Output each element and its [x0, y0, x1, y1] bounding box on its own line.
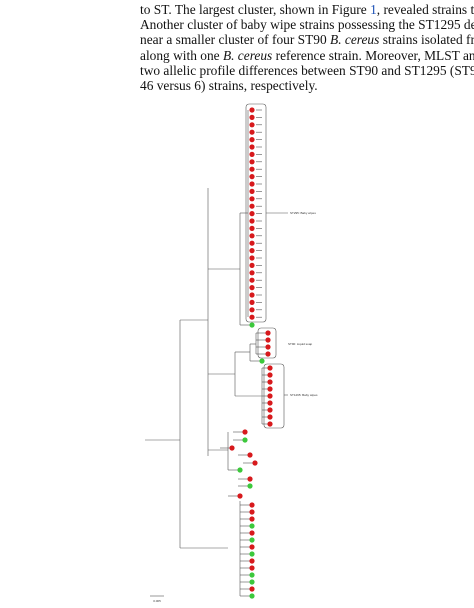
leaf-dot — [249, 299, 255, 305]
leaf-dot — [267, 414, 273, 420]
cluster-box — [245, 103, 267, 323]
leaf-dot — [237, 493, 243, 499]
leaf-dot — [249, 502, 255, 508]
leaf-dot — [249, 166, 255, 172]
leaf-dot — [249, 516, 255, 522]
leaf-dot — [249, 572, 255, 578]
leaf-dot — [249, 292, 255, 298]
leaf-dot — [249, 255, 255, 261]
leaf-dot — [249, 530, 255, 536]
leaf-dot — [249, 181, 255, 187]
leaf-dot — [249, 159, 255, 165]
leaf-dot — [249, 509, 255, 515]
leaf-dot — [249, 218, 255, 224]
cluster-box — [257, 327, 277, 359]
leaf-dot — [265, 330, 271, 336]
text-line: to ST. The largest cluster, shown in Fig… — [140, 2, 474, 17]
leaf-dot — [267, 386, 273, 392]
leaf-dot — [249, 203, 255, 209]
text-span: strains isolated from 1 — [382, 32, 474, 48]
leaf-dot — [249, 233, 255, 239]
leaf-dot — [249, 114, 255, 120]
leaf-dot — [249, 211, 255, 217]
leaf-dot — [249, 551, 255, 557]
leaf-dot — [265, 351, 271, 357]
leaf-dot — [242, 437, 248, 443]
text-span: near a smaller cluster of four ST90 — [140, 32, 331, 48]
leaf-dot — [249, 579, 255, 585]
figure-link[interactable]: 1 — [370, 2, 377, 17]
leaf-dot — [267, 365, 273, 371]
leaf-dot — [265, 337, 271, 343]
text-span: Another cluster of baby wipe strains pos… — [140, 17, 474, 33]
text-line: along with one B. cereus reference strai… — [140, 48, 474, 63]
leaf-dot — [249, 122, 255, 128]
leaf-dot — [267, 379, 273, 385]
leaf-dot — [249, 544, 255, 550]
leaf-dot — [247, 452, 253, 458]
leaf-dot — [267, 393, 273, 399]
leaf-dot — [265, 344, 271, 350]
leaf-dot — [249, 248, 255, 254]
leaf-dot — [249, 225, 255, 231]
text-span: along with one — [140, 47, 223, 63]
text-line: near a smaller cluster of four ST90 B. c… — [140, 32, 474, 47]
leaf-dot — [249, 593, 255, 599]
leaf-dot — [249, 314, 255, 320]
leaf-dot — [249, 262, 255, 268]
text-span: reference strain. Moreover, MLST analysi… — [275, 47, 474, 63]
text-line: 46 versus 6) strains, respectively. — [140, 78, 474, 93]
leaf-dot — [267, 407, 273, 413]
leaf-dot — [252, 460, 258, 466]
text-span: to ST. The largest cluster, shown in Fig… — [140, 2, 371, 17]
leaf-dot — [229, 445, 235, 451]
leaf-dot — [249, 174, 255, 180]
leaf-dot — [267, 400, 273, 406]
cluster-label: ST90: Liquid soap — [288, 342, 313, 346]
leaf-dot — [249, 537, 255, 543]
leaf-dot — [249, 523, 255, 529]
text-span: 46 versus 6) strains, respectively. — [140, 78, 318, 94]
leaf-dot — [249, 586, 255, 592]
leaf-dot — [249, 322, 255, 328]
leaf-dot — [249, 188, 255, 194]
leaf-dot — [249, 144, 255, 150]
leaf-dot — [249, 240, 255, 246]
leaf-dot — [249, 565, 255, 571]
leaf-dot — [247, 483, 253, 489]
cluster-label: ST1295: Baby wipes — [290, 393, 318, 397]
leaf-dot — [267, 372, 273, 378]
leaf-dot — [249, 285, 255, 291]
text-span: two allelic profile differences between … — [140, 62, 474, 78]
text-span: B. cereus — [330, 32, 380, 48]
text-line: two allelic profile differences between … — [140, 63, 474, 78]
leaf-dot — [249, 107, 255, 113]
leaf-dot — [249, 137, 255, 143]
text-span: , revealed strains that w — [376, 2, 474, 17]
text-line: Another cluster of baby wipe strains pos… — [140, 17, 474, 32]
leaf-dot — [267, 421, 273, 427]
text-span: B. cereus — [222, 47, 273, 63]
leaf-dot — [242, 429, 248, 435]
scale-label: 0.005 — [153, 599, 161, 603]
leaf-dot — [249, 196, 255, 202]
leaf-dot — [249, 307, 255, 313]
leaf-dot — [249, 558, 255, 564]
leaf-dot — [249, 270, 255, 276]
leaf-dot — [247, 476, 253, 482]
cluster-label: ST295: Baby wipes — [290, 211, 316, 215]
leaf-dot — [237, 467, 243, 473]
leaf-dot — [249, 277, 255, 283]
leaf-dot — [249, 151, 255, 157]
leaf-dot — [249, 129, 255, 135]
body-text: to ST. The largest cluster, shown in Fig… — [140, 2, 474, 93]
leaf-dot — [259, 358, 265, 364]
